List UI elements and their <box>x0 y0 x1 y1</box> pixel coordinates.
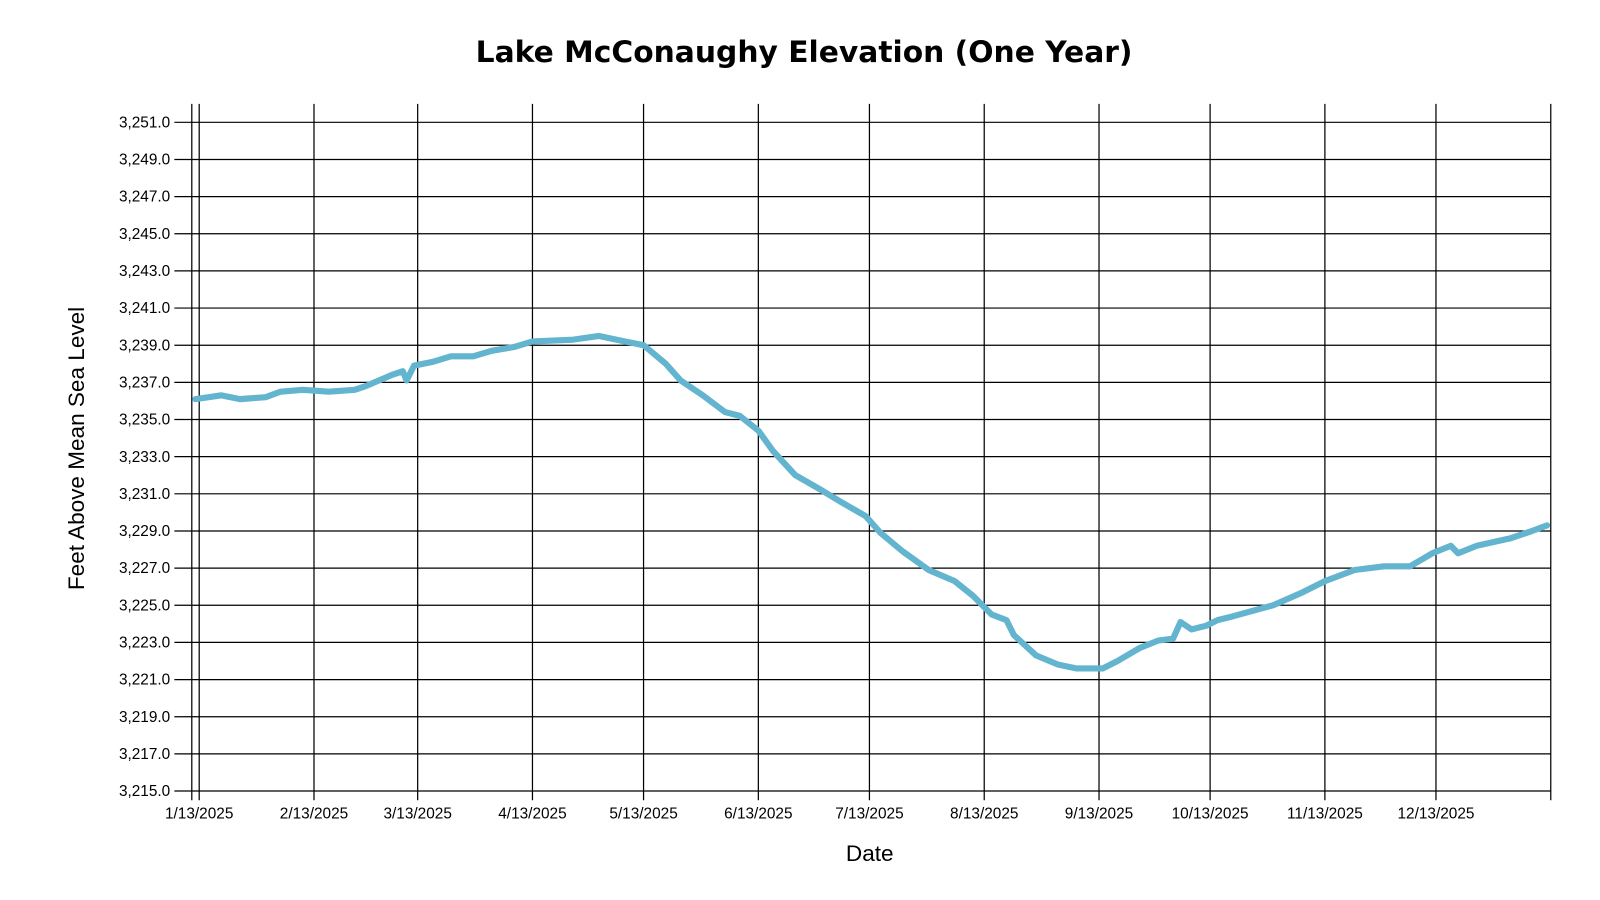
y-tick-label: 3,217.0 <box>119 746 170 763</box>
y-tick-label: 3,237.0 <box>119 374 170 391</box>
y-axis: 3,251.0 3,249.0 3,247.0 3,245.0 3,243.0 3,241… <box>119 114 170 800</box>
y-tick-label: 3,241.0 <box>119 300 170 317</box>
y-tick-label: 3,239.0 <box>119 337 170 354</box>
y-tick-label: 3,249.0 <box>119 152 170 169</box>
y-tick-label: 3,233.0 <box>119 449 170 466</box>
y-tick-label: 3,227.0 <box>119 560 170 577</box>
y-tick-label: 3,221.0 <box>119 672 170 689</box>
y-tick-label: 3,225.0 <box>119 597 170 614</box>
x-tick-label: 7/13/2025 <box>835 806 903 823</box>
y-tick-label: 3,229.0 <box>119 523 170 540</box>
y-tick-label: 3,247.0 <box>119 189 170 206</box>
chart-title: Lake McConaughy Elevation (One Year) <box>476 35 1133 70</box>
series <box>192 332 1551 672</box>
x-tick-label: 2/13/2025 <box>280 806 348 823</box>
y-tick-label: 3,231.0 <box>119 486 170 503</box>
x-tick-label: 10/13/2025 <box>1172 806 1249 823</box>
x-tick-label: 9/13/2025 <box>1065 806 1133 823</box>
x-axis: 1/13/2025 2/13/2025 3/13/2025 4/13/2025 5/13… <box>165 806 1474 823</box>
x-tick-label: 11/13/2025 <box>1287 806 1363 823</box>
y-tick-label: 3,219.0 <box>119 709 170 726</box>
elevation-line <box>192 332 1551 672</box>
x-tick-label: 4/13/2025 <box>498 806 566 823</box>
y-tick-label: 3,235.0 <box>119 412 170 429</box>
x-tick-label: 5/13/2025 <box>609 806 677 823</box>
grid <box>174 103 1552 801</box>
y-tick-label: 3,215.0 <box>119 783 170 800</box>
x-tick-label: 6/13/2025 <box>724 806 792 823</box>
y-tick-label: 3,245.0 <box>119 226 170 243</box>
y-axis-label: Feet Above Mean Sea Level <box>64 307 89 590</box>
y-tick-label: 3,223.0 <box>119 635 170 652</box>
x-axis-label: Date <box>846 841 894 866</box>
x-tick-label: 1/13/2025 <box>165 806 233 823</box>
x-tick-label: 12/13/2025 <box>1398 806 1475 823</box>
y-tick-label: 3,251.0 <box>119 114 170 131</box>
x-tick-label: 8/13/2025 <box>950 806 1018 823</box>
y-tick-label: 3,243.0 <box>119 263 170 280</box>
x-tick-label: 3/13/2025 <box>383 806 451 823</box>
